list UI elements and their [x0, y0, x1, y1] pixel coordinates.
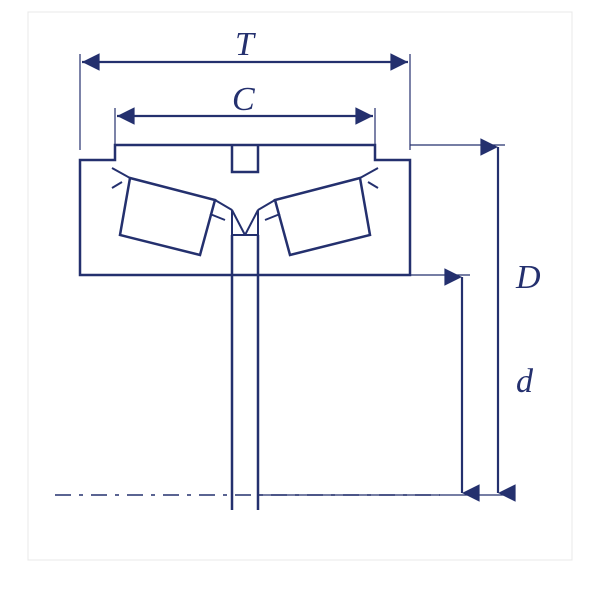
roller-left — [112, 168, 232, 255]
roller-right — [258, 168, 378, 255]
label-T: T — [235, 26, 256, 63]
label-D: D — [515, 259, 541, 296]
center-cone-seat — [232, 210, 258, 235]
bearing-cross-section-diagram: T C D — [0, 0, 600, 600]
dimension-d: d — [258, 275, 534, 495]
label-C: C — [232, 81, 255, 118]
label-d: d — [516, 363, 534, 400]
dimension-D: D — [410, 145, 541, 493]
image-frame — [28, 12, 572, 560]
outer-housing — [80, 145, 410, 275]
dimension-C: C — [115, 81, 375, 160]
